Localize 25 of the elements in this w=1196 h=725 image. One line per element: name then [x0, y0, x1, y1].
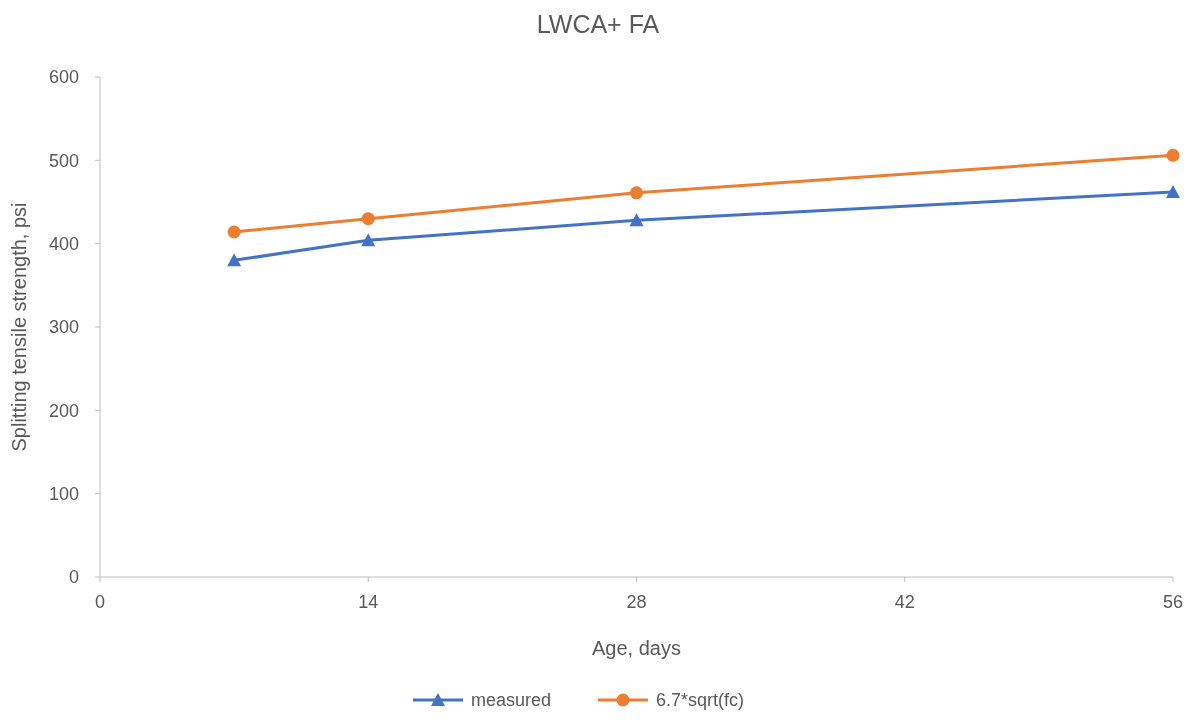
point — [227, 253, 242, 267]
y-tick-label: 300 — [48, 317, 79, 338]
point — [227, 225, 241, 239]
chart-title: LWCA+ FA — [536, 10, 660, 38]
y-axis-title: Splitting tensile strength, psi — [8, 202, 30, 452]
y-tick-label: 400 — [48, 233, 79, 254]
x-tick-label: 14 — [358, 592, 379, 612]
x-tick-label: 0 — [94, 592, 106, 612]
y-tick-label: 100 — [48, 483, 79, 504]
legend-label: measured — [471, 690, 552, 711]
point — [629, 213, 644, 227]
x-tick-label: 28 — [626, 592, 647, 612]
legend-label: 6.7*sqrt(fc) — [656, 690, 745, 711]
x-tick-label: 56 — [1162, 592, 1184, 612]
x-axis-title: Age, days — [592, 637, 681, 659]
y-tick-label: 500 — [48, 150, 79, 171]
point — [361, 212, 375, 226]
point — [630, 186, 643, 200]
y-tick-label: 0 — [68, 567, 79, 588]
y-tick-label: 200 — [48, 400, 79, 421]
y-tick-label: 600 — [48, 67, 79, 88]
point — [1166, 148, 1180, 162]
point — [361, 233, 376, 247]
point — [1166, 185, 1180, 198]
x-tick-label: 42 — [894, 592, 915, 612]
